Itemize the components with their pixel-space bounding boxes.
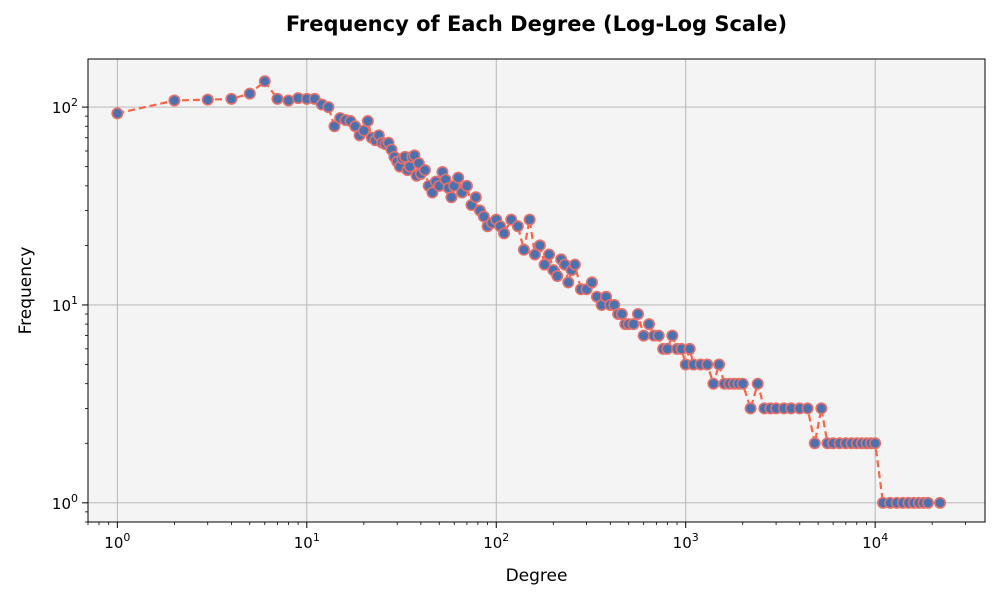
- data-point: [551, 270, 564, 283]
- data-point: [921, 496, 934, 509]
- data-point: [328, 120, 341, 133]
- x-tick-label: 101: [294, 531, 320, 552]
- data-point: [469, 191, 482, 204]
- major-ticks: [82, 106, 876, 528]
- data-point: [562, 276, 575, 289]
- data-point: [538, 258, 551, 271]
- data-point: [445, 191, 458, 204]
- data-point: [631, 308, 644, 321]
- x-tick-label: 100: [104, 531, 130, 552]
- x-tick-exponent: 2: [502, 531, 509, 544]
- grid-lines: [88, 59, 985, 522]
- data-point: [498, 227, 511, 240]
- x-tick-base: 10: [673, 534, 692, 552]
- data-point: [683, 342, 696, 355]
- x-tick-exponent: 0: [123, 531, 130, 544]
- data-point: [201, 93, 214, 106]
- data-point: [869, 437, 882, 450]
- x-tick-base: 10: [483, 534, 502, 552]
- series-layer: [111, 75, 947, 509]
- data-point: [701, 358, 714, 371]
- data-point: [815, 402, 828, 415]
- data-point: [736, 377, 749, 390]
- data-point: [661, 342, 674, 355]
- y-axis-label: Frequency: [16, 247, 36, 335]
- data-point: [528, 248, 541, 261]
- data-point: [511, 220, 524, 233]
- x-tick-labels: 100 101 102 103 104: [104, 531, 888, 552]
- data-point: [225, 92, 238, 105]
- y-tick-label: 101: [52, 294, 78, 315]
- data-point: [168, 94, 181, 107]
- data-point: [808, 437, 821, 450]
- plot-area-background: [88, 59, 985, 522]
- plot-frame: [87, 58, 986, 523]
- data-point: [322, 101, 335, 114]
- y-tick-base: 10: [52, 297, 71, 315]
- data-point: [744, 402, 757, 415]
- data-point: [637, 329, 650, 342]
- y-tick-exponent: 0: [71, 492, 78, 505]
- y-tick-exponent: 1: [71, 294, 78, 307]
- x-axis-label: Degree: [506, 566, 568, 586]
- data-point: [568, 258, 581, 271]
- y-tick-label: 102: [52, 96, 78, 117]
- data-point: [517, 243, 530, 256]
- x-tick-exponent: 4: [881, 531, 888, 544]
- data-point: [271, 92, 284, 105]
- data-point: [361, 115, 374, 128]
- data-point: [111, 107, 124, 120]
- data-point: [642, 318, 655, 331]
- x-tick-exponent: 1: [313, 531, 320, 544]
- x-tick-exponent: 3: [692, 531, 699, 544]
- x-tick-base: 10: [294, 534, 313, 552]
- x-tick-label: 103: [673, 531, 699, 552]
- data-point: [615, 308, 628, 321]
- data-point: [452, 171, 465, 184]
- x-tick-label: 104: [862, 531, 888, 552]
- data-point: [585, 276, 598, 289]
- y-tick-base: 10: [52, 99, 71, 117]
- data-point: [801, 402, 814, 415]
- data-point: [707, 377, 720, 390]
- data-point: [533, 239, 546, 252]
- y-tick-exponent: 2: [71, 96, 78, 109]
- data-point: [258, 75, 271, 88]
- data-point: [418, 164, 431, 177]
- data-point: [934, 496, 947, 509]
- data-point: [751, 377, 764, 390]
- data-point: [713, 358, 726, 371]
- x-tick-label: 102: [483, 531, 509, 552]
- data-point: [243, 87, 256, 100]
- data-point: [282, 94, 295, 107]
- data-point: [543, 248, 556, 261]
- data-point: [666, 329, 679, 342]
- data-point: [523, 213, 536, 226]
- chart-title: Frequency of Each Degree (Log-Log Scale): [286, 12, 787, 36]
- data-point: [652, 329, 665, 342]
- data-point: [627, 318, 640, 331]
- y-tick-base: 10: [52, 495, 71, 513]
- data-point: [460, 179, 473, 192]
- y-tick-label: 100: [52, 492, 78, 513]
- x-tick-base: 10: [104, 534, 123, 552]
- x-tick-base: 10: [862, 534, 881, 552]
